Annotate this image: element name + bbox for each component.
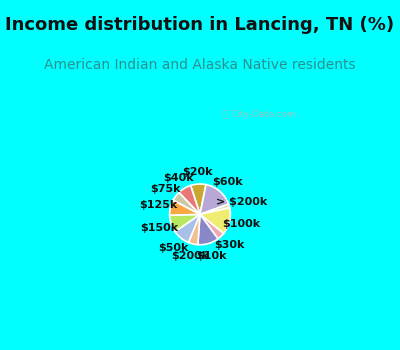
Text: ⓘ City-Data.com: ⓘ City-Data.com	[223, 110, 296, 119]
Text: $150k: $150k	[140, 223, 178, 233]
Text: $20k: $20k	[182, 167, 213, 183]
Text: Income distribution in Lancing, TN (%): Income distribution in Lancing, TN (%)	[6, 16, 394, 34]
Wedge shape	[173, 193, 200, 214]
Text: American Indian and Alaska Native residents: American Indian and Alaska Native reside…	[44, 57, 356, 72]
Text: $50k: $50k	[158, 239, 188, 253]
Wedge shape	[200, 214, 224, 239]
Wedge shape	[188, 214, 200, 245]
Text: $40k: $40k	[163, 173, 193, 187]
Text: $60k: $60k	[213, 177, 243, 190]
Wedge shape	[170, 200, 200, 215]
Wedge shape	[191, 184, 206, 214]
Wedge shape	[200, 204, 230, 214]
Text: $100k: $100k	[223, 219, 261, 229]
Wedge shape	[179, 186, 200, 214]
Text: $10k: $10k	[197, 245, 227, 260]
Text: $200k: $200k	[171, 245, 209, 261]
Wedge shape	[198, 214, 218, 245]
Wedge shape	[175, 214, 200, 243]
Text: $75k: $75k	[150, 183, 181, 194]
Wedge shape	[170, 214, 200, 232]
Wedge shape	[200, 184, 228, 214]
Text: $30k: $30k	[214, 237, 245, 250]
Text: $125k: $125k	[139, 199, 178, 210]
Text: > $200k: > $200k	[216, 197, 267, 208]
Wedge shape	[200, 208, 230, 233]
